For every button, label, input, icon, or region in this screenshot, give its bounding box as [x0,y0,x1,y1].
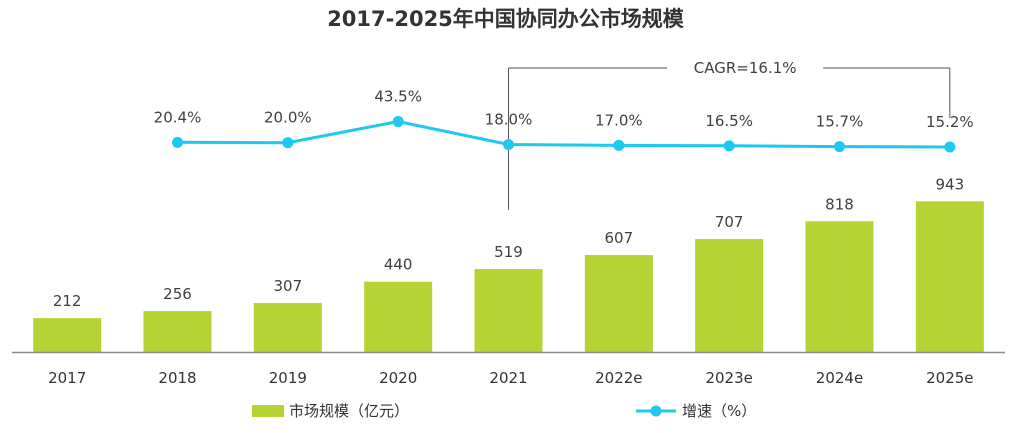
bar-2019 [253,302,322,352]
bar-label-2017: 212 [53,292,82,310]
growth-point-2020 [392,116,404,128]
growth-label-2024e: 15.7% [816,113,864,131]
x-tick-2023e: 2023e [705,369,752,387]
legend-label-bars: 市场规模（亿元） [289,402,409,420]
bar-label-2023e: 707 [715,213,744,231]
bar-2017 [33,318,102,352]
x-tick-2017: 2017 [48,369,86,387]
growth-label-2021: 18.0% [485,111,533,129]
x-tick-2021: 2021 [489,369,527,387]
legend-label-line: 增速（%） [682,402,756,420]
x-tick-2024e: 2024e [816,369,863,387]
x-tick-2019: 2019 [269,369,307,387]
x-tick-2020: 2020 [379,369,417,387]
growth-label-2022e: 17.0% [595,111,643,129]
bar-label-2019: 307 [274,277,303,295]
legend-swatch-bars [252,405,284,417]
chart-title: 2017-2025年中国协同办公市场规模 [327,7,684,31]
growth-label-2025e: 15.2% [926,113,974,131]
bar-2025e [915,201,984,352]
growth-label-2018: 20.4% [154,108,202,126]
bar-2018 [143,311,212,352]
bar-label-2021: 519 [494,243,523,261]
growth-label-2019: 20.0% [264,109,312,127]
bar-label-2018: 256 [163,285,192,303]
growth-point-2018 [172,136,183,148]
growth-line [177,119,950,149]
x-tick-2022e: 2022e [595,369,642,387]
x-tick-2025e: 2025e [926,369,973,387]
growth-point-2022e [613,139,625,151]
legend: 市场规模（亿元） 增速（%） [252,402,756,420]
bar-label-2020: 440 [384,256,413,274]
bar-2020 [364,281,433,352]
growth-point-2025e [944,141,956,153]
bar-2021 [474,269,543,352]
growth-point-2021 [503,139,514,150]
bar-2024e [805,221,874,352]
cagr-annotation: CAGR=16.1% [508,59,951,210]
growth-label-2020: 43.5% [374,88,422,106]
bar-label-2022e: 607 [605,229,634,247]
cagr-label: CAGR=16.1% [694,59,797,77]
growth-point-2023e [723,140,735,152]
bar-2023e [695,239,764,352]
x-tick-2018: 2018 [158,369,196,387]
line-series: 20.4% 20.0% 43.5% 18.0% 17.0% 16.5% 15.7% 15.2% [154,88,974,153]
growth-point-2019 [282,137,294,149]
bar-label-2024e: 818 [825,195,854,213]
legend-swatch-marker [650,405,662,417]
bar-series: 212 256 307 440 519 607 707 818 943 [33,175,984,352]
growth-point-2024e [834,141,845,153]
bar-2022e [584,255,653,352]
growth-label-2023e: 16.5% [705,112,753,130]
bar-label-2025e: 943 [936,175,965,193]
x-axis: 2017 2018 2019 2020 2021 2022e 2023e 2024e 2025e [12,351,1005,387]
